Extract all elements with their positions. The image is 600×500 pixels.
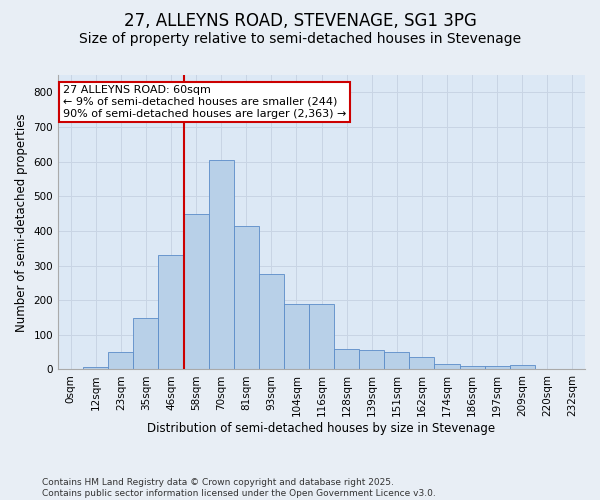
Bar	[309, 304, 334, 370]
Text: Contains HM Land Registry data © Crown copyright and database right 2025.
Contai: Contains HM Land Registry data © Crown c…	[42, 478, 436, 498]
Bar	[460, 366, 485, 370]
Bar	[83, 366, 108, 370]
Text: 27 ALLEYNS ROAD: 60sqm
← 9% of semi-detached houses are smaller (244)
90% of sem: 27 ALLEYNS ROAD: 60sqm ← 9% of semi-deta…	[63, 86, 346, 118]
Bar	[108, 352, 133, 370]
Bar	[58, 369, 83, 370]
Text: Size of property relative to semi-detached houses in Stevenage: Size of property relative to semi-detach…	[79, 32, 521, 46]
Bar	[184, 214, 209, 370]
Bar	[384, 352, 409, 370]
Bar	[409, 358, 434, 370]
Bar	[233, 226, 259, 370]
Bar	[259, 274, 284, 370]
Bar	[510, 365, 535, 370]
Bar	[359, 350, 384, 370]
Bar	[284, 304, 309, 370]
Bar	[158, 255, 184, 370]
Bar	[334, 348, 359, 370]
Bar	[434, 364, 460, 370]
X-axis label: Distribution of semi-detached houses by size in Stevenage: Distribution of semi-detached houses by …	[148, 422, 496, 435]
Bar	[209, 160, 233, 370]
Y-axis label: Number of semi-detached properties: Number of semi-detached properties	[15, 113, 28, 332]
Text: 27, ALLEYNS ROAD, STEVENAGE, SG1 3PG: 27, ALLEYNS ROAD, STEVENAGE, SG1 3PG	[124, 12, 476, 30]
Bar	[485, 366, 510, 370]
Bar	[133, 318, 158, 370]
